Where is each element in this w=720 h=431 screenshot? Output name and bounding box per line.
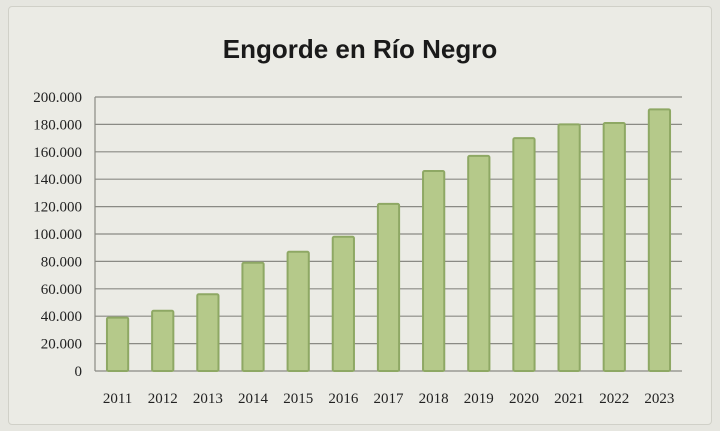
y-tick-label: 140.000 [33,172,82,188]
x-tick-label: 2023 [644,391,674,407]
x-tick-label: 2014 [238,391,269,407]
bar-2017 [376,202,401,372]
bar-2022 [602,122,626,372]
y-tick-label: 20.000 [41,337,82,353]
x-tick-label: 2016 [328,391,359,407]
bar-2015 [286,250,310,372]
bar-2013 [196,293,220,372]
x-tick-label: 2019 [464,391,494,407]
bar-2014 [241,261,265,372]
bar-2012 [151,309,175,372]
x-tick-label: 2018 [419,391,449,407]
x-tick-label: 2013 [193,391,223,407]
y-tick-label: 100.000 [33,227,82,243]
bar-2020 [512,137,536,372]
x-tick-label: 2015 [283,391,313,407]
x-tick-label: 2011 [103,391,132,407]
y-tick-label: 160.000 [33,145,82,161]
x-tick-label: 2020 [509,391,539,407]
y-tick-label: 180.000 [33,117,82,133]
bars [105,108,672,373]
bar-2021 [557,123,581,373]
x-tick-label: 2012 [148,391,178,407]
y-tick-label: 0 [75,364,83,380]
x-tick-label: 2017 [374,391,405,407]
bar-2019 [467,154,491,372]
bar-2023 [647,108,672,373]
y-tick-label: 40.000 [41,309,82,325]
x-tick-label: 2021 [554,391,584,407]
x-tick-label: 2022 [599,391,629,407]
y-tick-label: 60.000 [41,282,82,298]
y-tick-label: 120.000 [33,200,82,216]
bar-2016 [331,235,355,372]
bar-2018 [422,169,446,372]
y-axis-tick-labels: 0 20.000 40.000 60.000 80.000 100.000 120.000 1… [33,90,82,380]
y-tick-label: 200.000 [33,90,82,106]
y-tick-label: 80.000 [41,254,82,270]
chart-title: Engorde en Río Negro [222,34,498,64]
x-axis-tick-labels: 2011 2012 2013 2014 2015 2016 2017 2018 2019 2020… [103,391,675,407]
bar-2011 [105,316,130,373]
